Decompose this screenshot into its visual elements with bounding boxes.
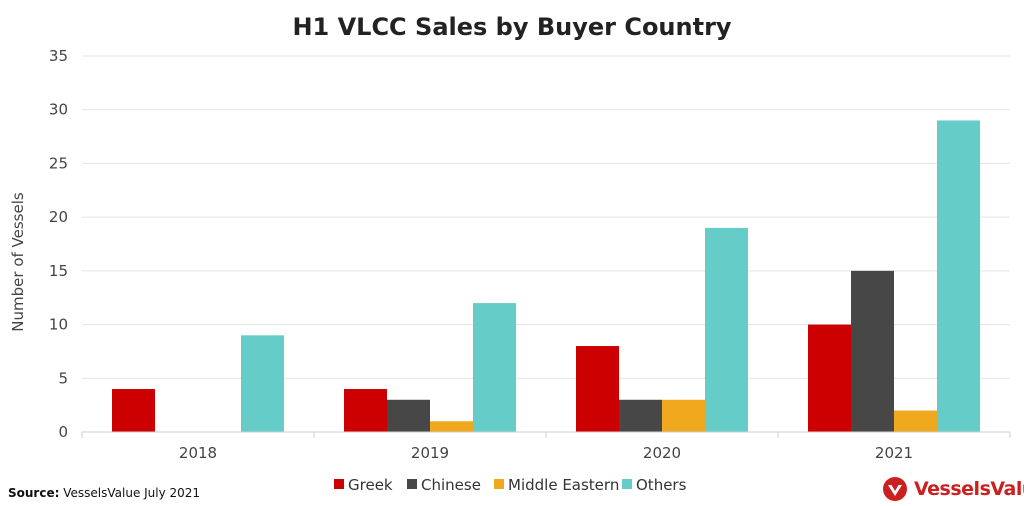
bars [112,120,980,432]
vesselsvalue-logo: VesselsValue [882,474,1024,504]
bar-middle-eastern-2021 [894,410,937,432]
x-tick-label: 2021 [875,444,913,462]
bar-others-2020 [705,227,748,432]
legend-swatch-others [622,479,632,489]
y-axis-ticks: 0 5 10 15 20 25 30 35 [49,47,68,441]
legend-swatch-middle-eastern [494,479,504,489]
bar-middle-eastern-2020 [662,399,705,432]
y-tick-label: 15 [49,262,68,280]
legend: Greek Chinese Middle Eastern Others [334,476,687,494]
legend-label-greek: Greek [348,476,393,494]
bar-greek-2021 [808,324,851,432]
chart-title: H1 VLCC Sales by Buyer Country [292,13,731,41]
bar-greek-2020 [576,346,619,432]
y-tick-label: 5 [58,369,68,387]
y-tick-label: 35 [49,47,68,65]
y-axis-label: Number of Vessels [9,192,27,332]
gridlines [82,55,1010,379]
legend-label-chinese: Chinese [421,476,481,494]
x-tick-label: 2018 [179,444,217,462]
legend-label-others: Others [636,476,687,494]
y-tick-label: 30 [49,101,68,119]
y-tick-label: 0 [58,423,68,441]
bar-others-2019 [473,303,516,432]
logo-text: VesselsValue [914,478,1024,500]
y-tick-label: 20 [49,208,68,226]
y-tick-label: 10 [49,316,68,334]
legend-swatch-greek [334,479,344,489]
legend-label-middle-eastern: Middle Eastern [508,476,619,494]
bar-middle-eastern-2019 [430,421,473,432]
x-axis: 2018 2019 2020 2021 [81,431,1011,462]
bar-others-2018 [241,335,284,432]
bar-chinese-2021 [851,270,894,432]
source-text: VesselsValue July 2021 [63,486,201,500]
vesselsvalue-logo-icon [883,477,907,501]
source-label: Source: [8,486,60,500]
bar-greek-2019 [344,389,387,432]
bar-greek-2018 [112,389,155,432]
source-note: Source: VesselsValue July 2021 [8,486,200,500]
y-tick-label: 25 [49,154,68,172]
x-tick-label: 2020 [643,444,681,462]
x-tick-label: 2019 [411,444,449,462]
bar-chinese-2020 [619,399,662,432]
bar-others-2021 [937,120,980,432]
bar-chinese-2019 [387,399,430,432]
legend-swatch-chinese [407,479,417,489]
